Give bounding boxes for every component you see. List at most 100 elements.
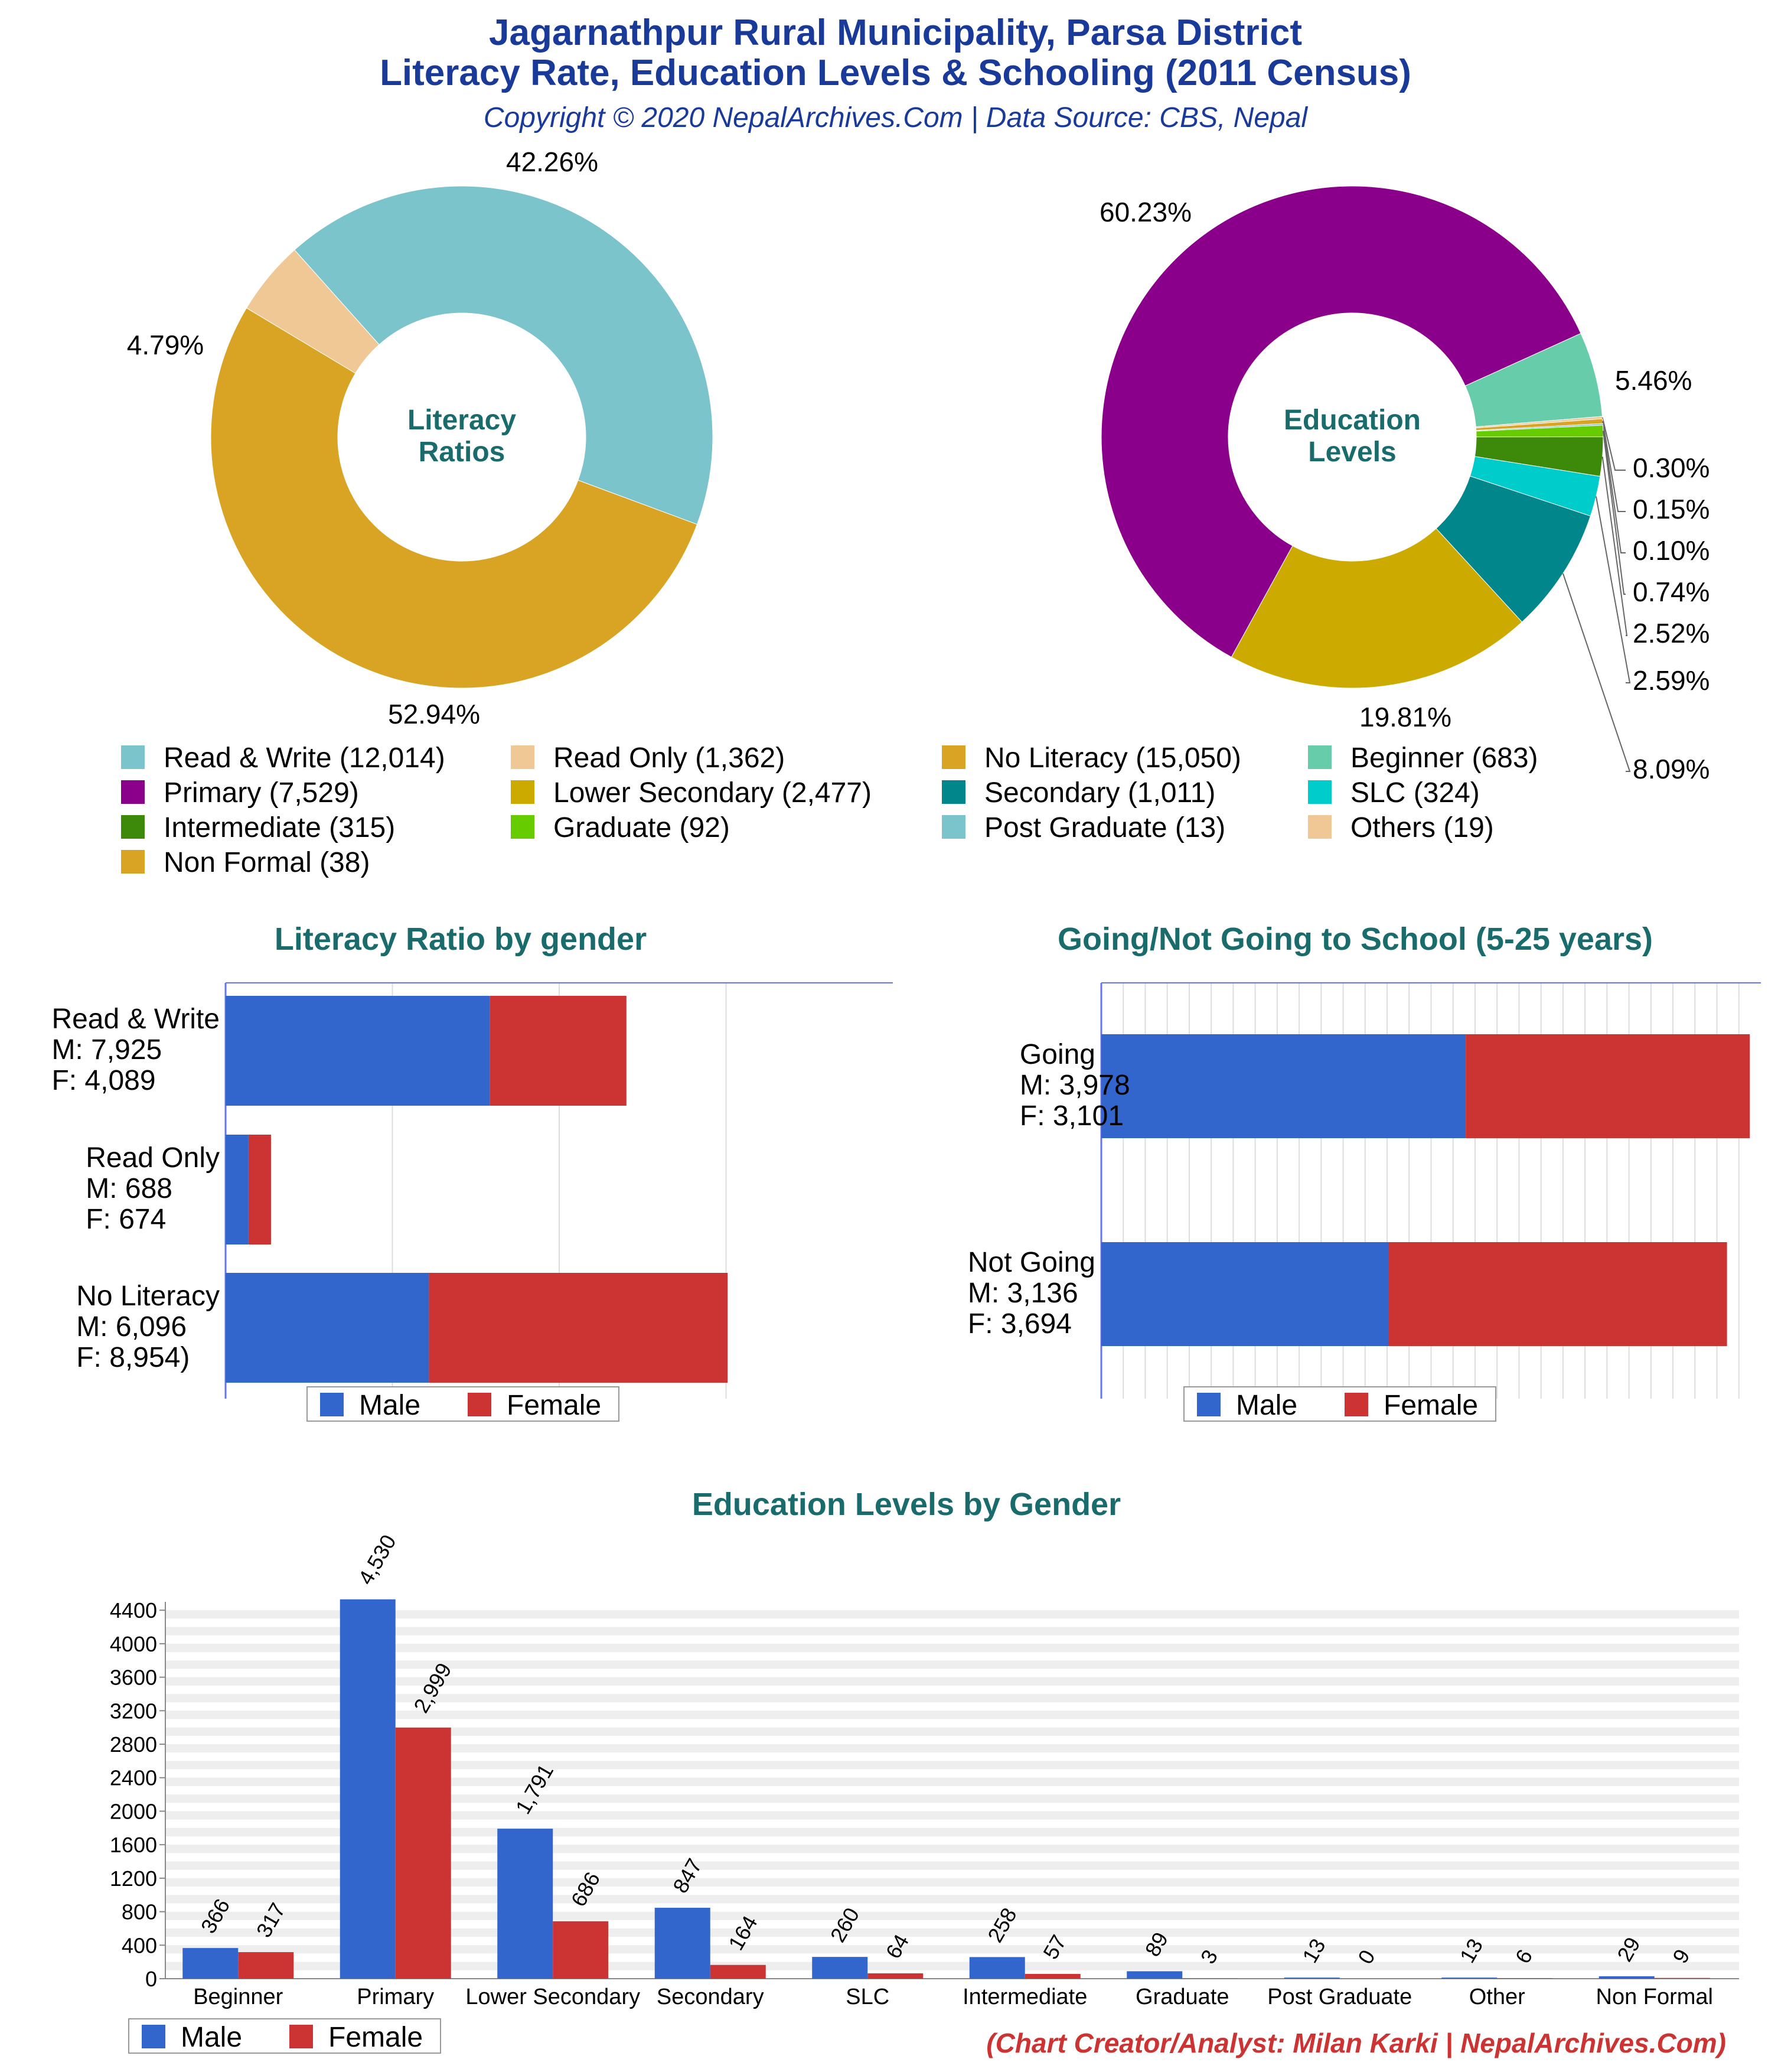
leader-line-slc [1595, 496, 1631, 683]
legend-swatch-post-graduate [942, 815, 965, 839]
bar-male-lower-secondary [497, 1829, 553, 1979]
chart-title: Education Levels by Gender [692, 1487, 1121, 1522]
legend-swatch-primary [121, 780, 145, 804]
leader-line-post-graduate [1602, 424, 1626, 553]
slice-read-only [246, 249, 380, 374]
bar-female-secondary [710, 1965, 766, 1979]
y-tick-label: 1200 [110, 1866, 157, 1891]
bar-female-slc [867, 1973, 924, 1979]
grid-band [165, 1761, 1739, 1770]
legend-swatch-read-write [121, 745, 145, 769]
slice-label-intermediate: 2.52% [1633, 618, 1710, 649]
legend-label-male: Male [1236, 1390, 1297, 1421]
leader-line-non-formal [1602, 421, 1626, 512]
grid-band [165, 1878, 1739, 1887]
x-tick-label-other: Other [1469, 1985, 1525, 2009]
category-label-line: M: 6,096 [76, 1311, 187, 1343]
grid-band [165, 1827, 1739, 1836]
slice-primary [1101, 185, 1581, 658]
legend-swatch-intermediate [121, 815, 145, 839]
bar-female-not-going [1388, 1242, 1727, 1346]
category-label-line: Read Only [86, 1142, 220, 1174]
chart-subtitle: Copyright © 2020 NepalArchives.Com | Dat… [483, 102, 1308, 133]
legend-box [1183, 1386, 1496, 1422]
grid-band [165, 1911, 1739, 1920]
slice-label-lower-secondary: 19.81% [1359, 702, 1451, 732]
x-tick-label-graduate: Graduate [1136, 1985, 1229, 2009]
slice-label-non-formal: 0.15% [1633, 494, 1710, 524]
legend-swatch-beginner [1308, 745, 1332, 769]
grid-band [165, 1711, 1739, 1719]
legend-label-non-formal: Non Formal (38) [164, 847, 370, 878]
legend-swatch-male [320, 1393, 344, 1416]
x-tick-label-intermediate: Intermediate [963, 1985, 1087, 2009]
legend-label-others: Others (19) [1350, 812, 1494, 843]
bar-female-intermediate [1025, 1973, 1081, 1979]
bar-male-secondary [654, 1907, 710, 1979]
legend-label-female: Female [507, 1390, 601, 1421]
y-tick-label: 2000 [110, 1799, 157, 1823]
leader-line-graduate [1602, 431, 1626, 595]
legend-label-primary: Primary (7,529) [164, 777, 359, 809]
school-attendance-chart: Going/Not Going to School (5-25 years) Go… [968, 921, 1761, 1422]
bar-female-no-literacy [429, 1273, 728, 1383]
chart-title: Literacy Ratio by gender [275, 921, 647, 957]
donut-center-label-2: Ratios [419, 436, 505, 468]
bar-male-primary [340, 1599, 396, 1979]
legend-label-read-write: Read & Write (12,014) [164, 742, 445, 774]
legend-label-post-graduate: Post Graduate (13) [984, 812, 1225, 843]
bar-male-other [1441, 1977, 1498, 1979]
bar-male-not-going [1101, 1242, 1389, 1346]
y-tick-label: 0 [145, 1967, 157, 1991]
grid-band [165, 1660, 1739, 1669]
data-label-male-secondary: 847 [668, 1854, 707, 1897]
data-label-female-lower-secondary: 686 [566, 1868, 605, 1911]
x-tick-label-primary: Primary [357, 1985, 434, 2009]
y-tick-label: 400 [122, 1933, 157, 1957]
category-label-line: F: 4,089 [51, 1065, 155, 1096]
grid-band [165, 1794, 1739, 1803]
grid-band [165, 1677, 1739, 1686]
x-tick-label-slc: SLC [846, 1985, 889, 2009]
slice-label-slc: 2.59% [1633, 665, 1710, 696]
category-label-line: M: 688 [86, 1173, 172, 1204]
legend-swatch-graduate [511, 815, 534, 839]
donut-center-label-1: Literacy [407, 405, 516, 436]
data-label-male-primary: 4,530 [353, 1530, 401, 1589]
slice-lower-secondary [1231, 527, 1523, 689]
bar-female-beginner [238, 1952, 294, 1979]
grid-band [165, 1895, 1739, 1904]
slice-label-secondary: 8.09% [1633, 754, 1710, 784]
bar-female-read-write [490, 996, 627, 1106]
data-label-male-intermediate: 258 [983, 1904, 1022, 1947]
legend-swatch-secondary [942, 780, 965, 804]
chart-title: Going/Not Going to School (5-25 years) [1058, 921, 1653, 957]
bar-male-post-graduate [1284, 1977, 1340, 1979]
bar-male-non-formal [1598, 1976, 1655, 1979]
donut-center-label-2: Levels [1308, 436, 1396, 468]
bar-female-primary [395, 1727, 451, 1979]
legend-swatch-read-only [511, 745, 534, 769]
bar-male-going [1101, 1034, 1466, 1138]
legend-label-male: Male [359, 1390, 420, 1421]
x-tick-label-secondary: Secondary [657, 1985, 764, 2009]
category-label-line: Read & Write [51, 1004, 220, 1035]
slice-label-read-only: 4.79% [127, 330, 204, 360]
bar-female-lower-secondary [553, 1921, 609, 1979]
legend-label-female: Female [1384, 1390, 1478, 1421]
donut-legend: Read & Write (12,014) Read Only (1,362) No… [121, 742, 1538, 878]
legend-label-graduate: Graduate (92) [553, 812, 730, 843]
slice-no-literacy [210, 307, 698, 689]
legend-label-read-only: Read Only (1,362) [553, 742, 785, 774]
leader-line-others [1601, 417, 1626, 471]
legend-swatch-female [1345, 1393, 1368, 1416]
slice-label-read-write: 42.26% [506, 146, 598, 177]
bar-male-no-literacy [226, 1273, 429, 1383]
category-label-line: F: 8,954) [76, 1342, 190, 1373]
grid-band [165, 1811, 1739, 1820]
x-tick-label-non-formal: Non Formal [1596, 1985, 1714, 2009]
category-label-line: F: 674 [86, 1204, 166, 1235]
legend-label-slc: SLC (324) [1350, 777, 1480, 809]
